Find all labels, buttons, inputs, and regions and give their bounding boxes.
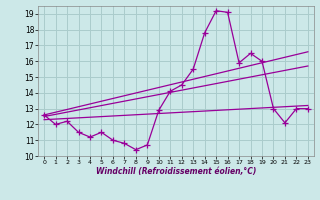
X-axis label: Windchill (Refroidissement éolien,°C): Windchill (Refroidissement éolien,°C) — [96, 167, 256, 176]
